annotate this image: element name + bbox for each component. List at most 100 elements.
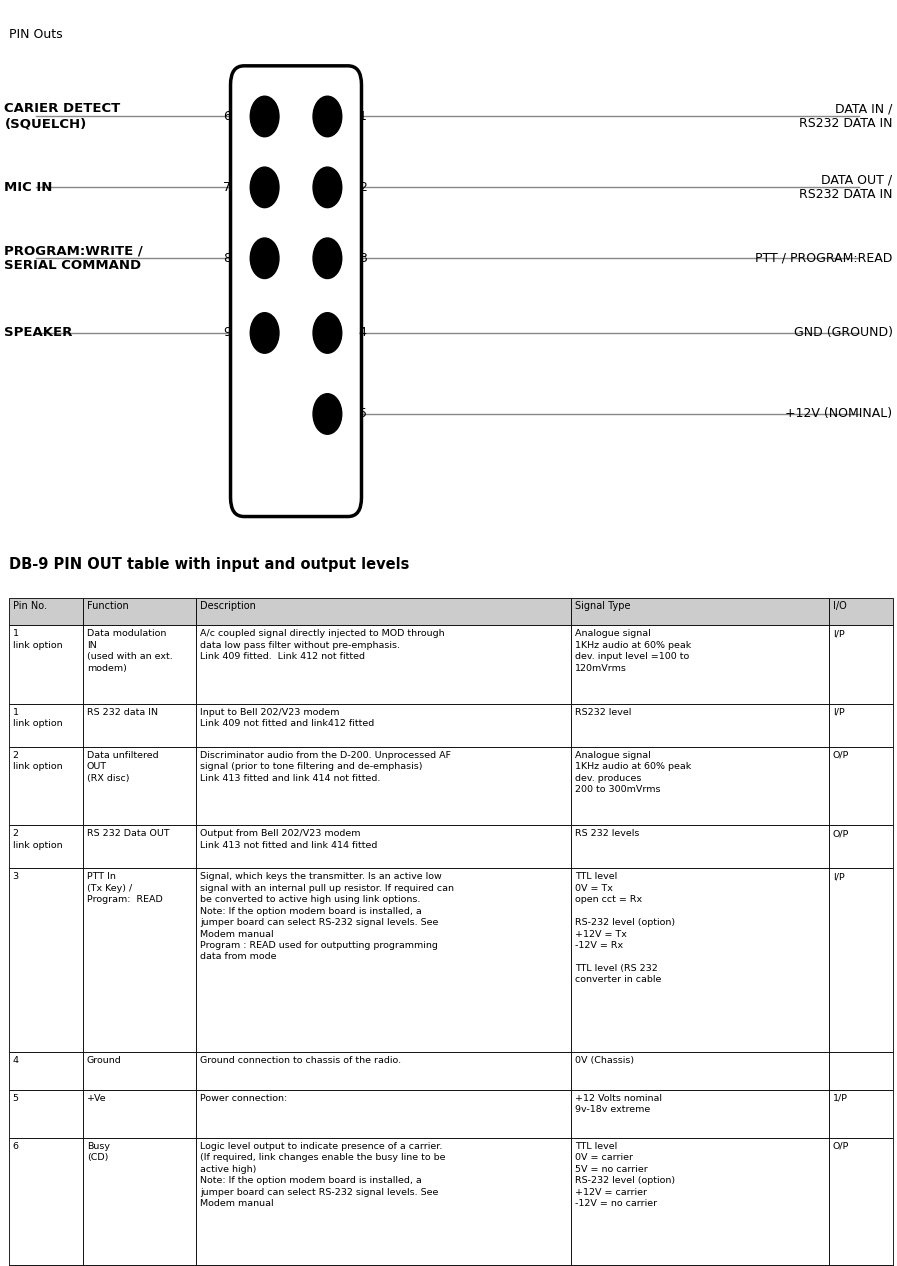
Bar	[9, 598, 83, 625]
Bar	[829, 1090, 893, 1138]
Bar	[196, 747, 571, 825]
Bar	[9, 1052, 83, 1090]
Bar	[571, 598, 829, 625]
Bar	[83, 1090, 196, 1138]
Text: RS232 level: RS232 level	[575, 708, 631, 717]
Circle shape	[313, 313, 342, 353]
Text: Data modulation
IN
(used with an ext.
modem): Data modulation IN (used with an ext. mo…	[87, 629, 172, 672]
Text: +12V (NOMINAL): +12V (NOMINAL)	[786, 408, 893, 420]
Circle shape	[250, 167, 279, 208]
Bar	[9, 1090, 83, 1138]
Bar	[9, 1265, 83, 1266]
Text: 1
link option: 1 link option	[13, 708, 62, 728]
Text: 2
link option: 2 link option	[13, 829, 62, 849]
Bar	[571, 868, 829, 1052]
Text: Function: Function	[87, 601, 128, 611]
Bar	[571, 825, 829, 868]
Text: Analogue signal
1KHz audio at 60% peak
dev. input level =100 to
120mVrms: Analogue signal 1KHz audio at 60% peak d…	[575, 629, 692, 672]
Text: 1: 1	[359, 110, 367, 123]
Bar	[571, 747, 829, 825]
Text: SPEAKER: SPEAKER	[4, 327, 73, 339]
Bar	[829, 825, 893, 868]
Text: I/O: I/O	[832, 601, 847, 611]
Bar	[83, 1265, 196, 1266]
Circle shape	[313, 96, 342, 137]
Bar	[571, 1090, 829, 1138]
Text: Ground: Ground	[87, 1056, 121, 1065]
Text: GND (GROUND): GND (GROUND)	[794, 327, 893, 339]
Text: Pin No.: Pin No.	[13, 601, 47, 611]
Bar	[829, 625, 893, 704]
Bar	[829, 1138, 893, 1265]
Bar	[829, 598, 893, 625]
Text: 2
link option: 2 link option	[13, 751, 62, 771]
Bar	[571, 1265, 829, 1266]
Bar	[83, 747, 196, 825]
Text: Signal Type: Signal Type	[575, 601, 631, 611]
Text: 6: 6	[223, 110, 231, 123]
Circle shape	[313, 238, 342, 279]
Text: TTL level
0V = carrier
5V = no carrier
RS-232 level (option)
+12V = carrier
-12V: TTL level 0V = carrier 5V = no carrier R…	[575, 1142, 675, 1208]
Circle shape	[313, 167, 342, 208]
Bar	[196, 1052, 571, 1090]
Circle shape	[313, 394, 342, 434]
Bar	[83, 625, 196, 704]
Bar	[83, 1052, 196, 1090]
Text: I/P: I/P	[832, 629, 845, 638]
Bar	[83, 825, 196, 868]
Text: RS 232 data IN: RS 232 data IN	[87, 708, 158, 717]
Bar	[829, 868, 893, 1052]
Text: Power connection:: Power connection:	[200, 1094, 287, 1103]
Text: MIC IN: MIC IN	[4, 181, 53, 194]
Bar	[196, 704, 571, 747]
Bar	[196, 1090, 571, 1138]
Text: I/P: I/P	[832, 708, 845, 717]
Text: DATA IN /
RS232 DATA IN: DATA IN / RS232 DATA IN	[799, 103, 893, 130]
Text: PTT / PROGRAM:READ: PTT / PROGRAM:READ	[755, 252, 893, 265]
Text: Analogue signal
1KHz audio at 60% peak
dev. produces
200 to 300mVrms: Analogue signal 1KHz audio at 60% peak d…	[575, 751, 692, 794]
Circle shape	[250, 313, 279, 353]
Text: 0V (Chassis): 0V (Chassis)	[575, 1056, 634, 1065]
Text: I/P: I/P	[832, 872, 845, 881]
Circle shape	[250, 238, 279, 279]
Bar	[196, 625, 571, 704]
Text: 5: 5	[13, 1094, 19, 1103]
Bar	[196, 868, 571, 1052]
Bar	[571, 625, 829, 704]
Bar	[571, 1138, 829, 1265]
Bar	[829, 1052, 893, 1090]
Text: O/P: O/P	[832, 1142, 849, 1151]
Text: Logic level output to indicate presence of a carrier.
(If required, link changes: Logic level output to indicate presence …	[200, 1142, 445, 1208]
Text: Data unfiltered
OUT
(RX disc): Data unfiltered OUT (RX disc)	[87, 751, 159, 782]
Bar	[9, 625, 83, 704]
Bar	[196, 825, 571, 868]
Text: RS 232 levels: RS 232 levels	[575, 829, 640, 838]
Text: 5: 5	[359, 408, 367, 420]
Text: 4: 4	[13, 1056, 19, 1065]
Text: CARIER DETECT
(SQUELCH): CARIER DETECT (SQUELCH)	[4, 103, 121, 130]
Bar	[9, 825, 83, 868]
Text: Discriminator audio from the D-200. Unprocessed AF
signal (prior to tone filteri: Discriminator audio from the D-200. Unpr…	[200, 751, 451, 782]
Text: Busy
(CD): Busy (CD)	[87, 1142, 109, 1162]
Text: 7: 7	[223, 181, 231, 194]
Text: A/c coupled signal directly injected to MOD through
data low pass filter without: A/c coupled signal directly injected to …	[200, 629, 444, 661]
Bar	[9, 868, 83, 1052]
Text: Output from Bell 202/V23 modem
Link 413 not fitted and link 414 fitted: Output from Bell 202/V23 modem Link 413 …	[200, 829, 377, 849]
Bar	[829, 704, 893, 747]
Text: +12 Volts nominal
9v-18v extreme: +12 Volts nominal 9v-18v extreme	[575, 1094, 662, 1114]
Text: Description: Description	[200, 601, 256, 611]
Text: Ground connection to chassis of the radio.: Ground connection to chassis of the radi…	[200, 1056, 401, 1065]
Text: 3: 3	[359, 252, 367, 265]
Text: TTL level
0V = Tx
open cct = Rx

RS-232 level (option)
+12V = Tx
-12V = Rx

TTL : TTL level 0V = Tx open cct = Rx RS-232 l…	[575, 872, 675, 985]
Bar	[83, 1138, 196, 1265]
Text: 4: 4	[359, 327, 367, 339]
Bar	[9, 747, 83, 825]
Bar	[829, 1265, 893, 1266]
Text: PTT In
(Tx Key) /
Program:  READ: PTT In (Tx Key) / Program: READ	[87, 872, 162, 904]
FancyBboxPatch shape	[231, 66, 361, 517]
Bar	[83, 598, 196, 625]
Bar	[829, 747, 893, 825]
Text: 1/P: 1/P	[832, 1094, 848, 1103]
Bar	[196, 1265, 571, 1266]
Text: 8: 8	[223, 252, 231, 265]
